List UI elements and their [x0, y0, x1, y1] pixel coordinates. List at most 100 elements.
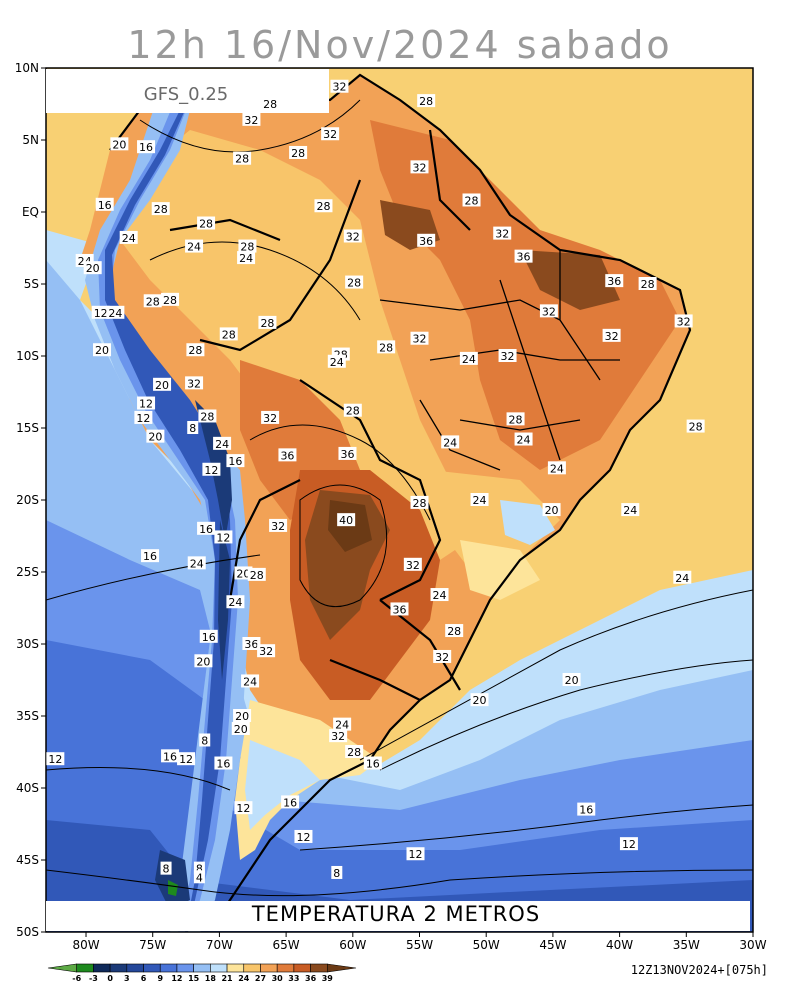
- contour-label: 32: [346, 230, 360, 243]
- contour-label: 20: [236, 567, 250, 580]
- contour-label-box: [410, 495, 429, 509]
- contour-label-box: [577, 802, 596, 816]
- contour-label: 36: [244, 638, 258, 651]
- model-label-box: [46, 69, 329, 113]
- contour-label-box: [343, 403, 362, 417]
- contour-label-box: [514, 432, 533, 446]
- contour-label-box: [430, 588, 449, 602]
- contour-label-box: [417, 233, 436, 247]
- contour-label: 28: [263, 98, 277, 111]
- contour-label-box: [363, 756, 382, 770]
- contour-label-box: [91, 305, 110, 319]
- contour-label: 28: [154, 203, 168, 216]
- contour-label-box: [619, 837, 638, 851]
- colorbar-swatch: [276, 963, 295, 973]
- contour-label: 32: [263, 412, 277, 425]
- lon-tick-label: 35W: [673, 938, 700, 952]
- contour-label: 32: [495, 228, 509, 241]
- contour-label: 28: [250, 569, 264, 582]
- contour-label-box: [213, 436, 232, 450]
- contour-label: 16: [283, 796, 297, 809]
- colorbar-swatch: [260, 963, 278, 973]
- contour-label-box: [269, 518, 288, 532]
- lat-tick-label: 40S: [16, 781, 39, 795]
- contour-label: 16: [163, 750, 177, 763]
- contour-label-box: [410, 160, 429, 174]
- contour-label-box: [506, 412, 525, 426]
- contour-label: 12: [296, 831, 310, 844]
- colorbar-swatch: [47, 963, 78, 973]
- contour-label-box: [231, 721, 250, 735]
- contour-label-box: [406, 847, 425, 861]
- contour-label-box: [234, 801, 253, 815]
- contour-label-box: [333, 717, 352, 731]
- contour-label: 8: [189, 422, 196, 435]
- contour-label: 28: [260, 317, 274, 330]
- contour-label: 24: [473, 494, 487, 507]
- contour-label-box: [238, 239, 257, 253]
- contour-label-box: [562, 673, 581, 686]
- lat-tick-label: 10S: [16, 349, 39, 363]
- contour-label-box: [233, 709, 252, 722]
- contour-label-box: [242, 112, 261, 126]
- contour-label-box: [514, 249, 533, 263]
- contour-label: 16: [202, 631, 216, 644]
- contour-label: 12: [622, 838, 636, 851]
- contour-label-box: [278, 448, 297, 462]
- contour-label-box: [330, 79, 349, 93]
- contour-label: 12: [204, 464, 218, 477]
- colorbar-swatch: [76, 963, 94, 973]
- contour-label-box: [257, 644, 276, 658]
- contour-label-box: [106, 305, 125, 319]
- contour-label-box: [119, 230, 138, 244]
- contour-label: 28: [346, 405, 360, 418]
- contour-label: 28: [347, 277, 361, 290]
- contour-label-box: [83, 261, 102, 275]
- contour-label-box: [493, 226, 512, 240]
- contour-label-box: [377, 340, 396, 354]
- colorbar-label: 30: [272, 974, 284, 983]
- colorbar-label: 9: [157, 974, 163, 983]
- colorbar-swatch: [293, 963, 311, 973]
- contour-label: 32: [435, 651, 449, 664]
- contour-label: 12: [136, 412, 150, 425]
- contour-label-box: [445, 624, 464, 638]
- contour-label-box: [186, 343, 205, 357]
- contour-label-box: [219, 327, 238, 341]
- contour-label-box: [93, 343, 112, 357]
- contour-label: 32: [542, 305, 556, 318]
- colorbar-label: 27: [255, 974, 266, 983]
- contour-label: 16: [579, 804, 593, 817]
- contour-label-box: [674, 314, 693, 328]
- contour-label-box: [294, 829, 313, 843]
- contour-label-box: [686, 419, 705, 433]
- contour-label-box: [177, 752, 196, 766]
- contour-label-box: [673, 570, 692, 584]
- contour-label: 36: [280, 449, 294, 462]
- colorbar-label: 33: [288, 974, 299, 983]
- colorbar-label: 21: [221, 974, 233, 983]
- contour-label-box: [345, 745, 364, 758]
- contour-label: 40: [339, 514, 353, 527]
- contour-label: 20: [234, 723, 248, 736]
- contour-label: 20: [473, 694, 487, 707]
- contour-label: 32: [187, 377, 201, 390]
- contour-label-box: [261, 410, 280, 424]
- contour-label: 16: [199, 523, 213, 536]
- lon-tick-label: 75W: [139, 938, 166, 952]
- contour-label-box: [281, 795, 300, 809]
- colorbar-swatch: [143, 963, 161, 973]
- lat-tick-label: 30S: [16, 637, 39, 651]
- contour-label: 32: [413, 161, 427, 174]
- contour-label-box: [193, 861, 205, 875]
- contour-label-box: [638, 277, 657, 290]
- contour-label: 28: [413, 497, 427, 510]
- lon-tick-label: 80W: [72, 938, 99, 952]
- contour-label-box: [403, 557, 422, 571]
- contour-label-box: [247, 567, 266, 581]
- contour-label: 28: [200, 410, 214, 423]
- contour-label: 36: [340, 448, 354, 461]
- contour-label-box: [46, 752, 65, 766]
- contour-label-box: [261, 97, 280, 110]
